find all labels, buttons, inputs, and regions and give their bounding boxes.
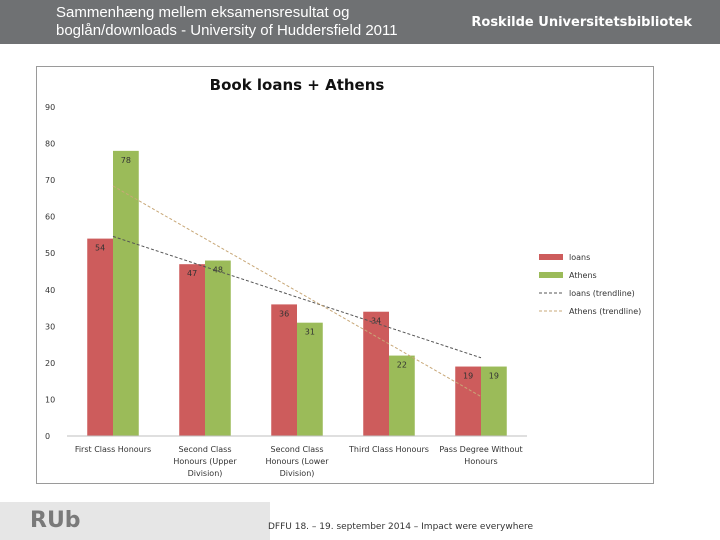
y-tick-label: 30	[45, 322, 55, 331]
x-tick-label: Honours (Upper	[173, 457, 237, 466]
bar-athens	[389, 355, 415, 436]
chart-frame: Book loans + Athens 0 10 20 30 40 50 60 70 80 90 54…	[36, 66, 654, 484]
bar-athens	[205, 260, 231, 436]
x-tick-label: Second Class	[178, 445, 231, 454]
bar-loans	[179, 264, 205, 436]
bar-loans	[87, 238, 113, 436]
legend-swatch	[539, 272, 563, 278]
data-label: 19	[463, 372, 473, 381]
bar-chart: Book loans + Athens 0 10 20 30 40 50 60 70 80 90 54…	[45, 76, 641, 478]
data-label: 34	[371, 317, 381, 326]
bar-loans	[455, 366, 481, 436]
bar-loans	[271, 304, 297, 436]
x-tick-label: Third Class Honours	[348, 445, 429, 454]
data-label: 54	[95, 244, 105, 253]
footer-band	[0, 502, 270, 540]
y-tick-label: 40	[45, 286, 55, 295]
organization-logo-text: Roskilde Universitetsbibliotek	[471, 15, 692, 30]
chart-title: Book loans + Athens	[210, 76, 385, 94]
y-tick-label: 10	[45, 395, 55, 404]
y-tick-label: 0	[45, 432, 50, 441]
data-label: 47	[187, 269, 197, 278]
data-label: 78	[121, 156, 131, 165]
header-bar: Sammenhæng mellem eksamensresultat og bo…	[0, 0, 720, 44]
x-tick-label: Pass Degree Without	[439, 445, 522, 454]
x-tick-label: Division)	[188, 469, 223, 478]
bar-athens	[113, 150, 139, 436]
bar-athens	[481, 366, 507, 436]
trendline-loans	[112, 235, 482, 359]
slide-title-line-1: Sammenhæng mellem eksamensresultat og	[56, 4, 350, 21]
footer-text: DFFU 18. – 19. september 2014 – Impact w…	[268, 522, 534, 532]
slide-title: Sammenhæng mellem eksamensresultat og bo…	[56, 4, 456, 40]
footer-logo: RUb	[30, 508, 81, 533]
data-label: 22	[397, 361, 407, 370]
bar-athens	[297, 322, 323, 436]
bar-loans	[363, 311, 389, 436]
y-tick-label: 80	[45, 140, 55, 149]
legend-label: loans (trendline)	[569, 289, 635, 298]
data-label: 19	[489, 372, 499, 381]
legend-swatch	[539, 254, 563, 260]
y-tick-label: 60	[45, 213, 55, 222]
x-tick-label: Division)	[280, 469, 315, 478]
x-tick-label: Honours (Lower	[265, 457, 329, 466]
legend-label: Athens	[569, 271, 597, 280]
y-tick-label: 20	[45, 359, 55, 368]
data-label: 36	[279, 309, 289, 318]
legend-label: Athens (trendline)	[569, 307, 641, 316]
y-tick-label: 50	[45, 249, 55, 258]
data-label: 48	[213, 266, 223, 275]
trendline-athens	[112, 185, 482, 397]
data-label: 31	[305, 328, 315, 337]
x-tick-label: Second Class	[270, 445, 323, 454]
y-tick-label: 70	[45, 176, 55, 185]
x-tick-label: First Class Honours	[75, 445, 151, 454]
x-tick-label: Honours	[464, 457, 497, 466]
y-tick-label: 90	[45, 103, 55, 112]
slide-title-line-2: boglån/downloads - University of Hudders…	[56, 22, 398, 39]
legend-label: loans	[569, 253, 590, 262]
